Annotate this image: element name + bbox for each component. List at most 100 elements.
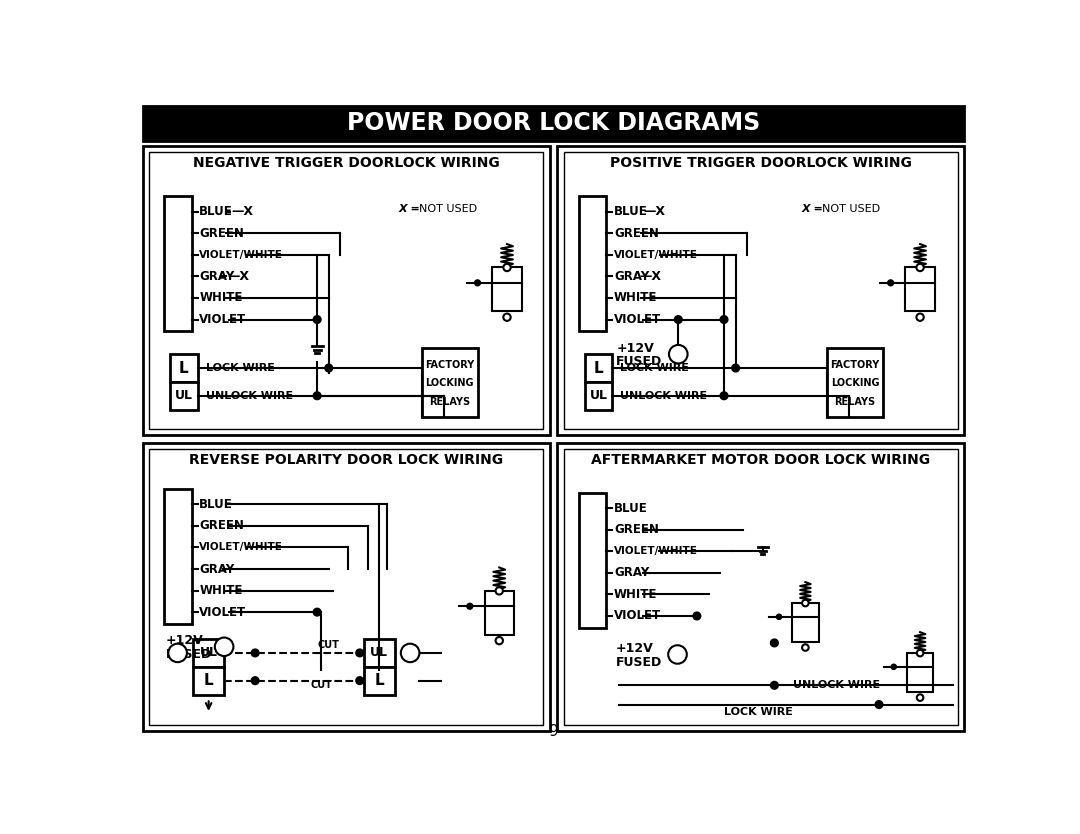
Circle shape (467, 603, 473, 609)
Text: GRAY: GRAY (200, 562, 234, 575)
Text: —X: —X (639, 270, 662, 283)
Circle shape (917, 264, 923, 271)
Text: VIOLET/WHITE: VIOLET/WHITE (200, 542, 283, 552)
Text: 9: 9 (549, 724, 558, 739)
Text: LOCKING: LOCKING (426, 379, 474, 389)
Circle shape (496, 637, 503, 645)
Text: GREEN: GREEN (613, 227, 659, 240)
Text: FACTORY: FACTORY (426, 360, 474, 370)
Circle shape (503, 314, 511, 321)
Text: RELAYS: RELAYS (835, 397, 876, 407)
Text: +12V: +12V (617, 341, 654, 354)
Bar (170, 354, 198, 382)
Text: VIOLET: VIOLET (613, 610, 661, 622)
Bar (793, 603, 819, 642)
Text: L: L (179, 360, 189, 375)
Circle shape (875, 701, 882, 708)
Bar (907, 653, 933, 692)
Bar (143, 146, 550, 435)
Text: GRAY: GRAY (613, 566, 649, 580)
Circle shape (313, 608, 321, 616)
Bar (364, 667, 394, 695)
Text: POWER DOOR LOCK DIAGRAMS: POWER DOOR LOCK DIAGRAMS (347, 111, 760, 135)
Text: —X: —X (227, 270, 249, 283)
Circle shape (917, 695, 923, 701)
Text: WHITE: WHITE (200, 584, 243, 597)
Bar (149, 153, 543, 429)
Circle shape (917, 650, 923, 656)
Text: AFTERMARKET MOTOR DOOR LOCK WIRING: AFTERMARKET MOTOR DOOR LOCK WIRING (591, 453, 930, 467)
Text: FUSED: FUSED (616, 656, 662, 669)
Text: VIOLET/WHITE: VIOLET/WHITE (613, 546, 698, 556)
Text: GREEN: GREEN (200, 227, 244, 240)
Bar (149, 449, 543, 726)
Circle shape (802, 600, 809, 606)
Text: UL: UL (175, 389, 193, 402)
Text: CUT: CUT (310, 680, 332, 690)
Text: X =: X = (399, 204, 420, 214)
Circle shape (325, 364, 333, 372)
Circle shape (252, 677, 259, 685)
Circle shape (356, 649, 364, 657)
Text: X =: X = (801, 204, 823, 214)
Bar (905, 268, 935, 311)
Bar (564, 449, 958, 726)
Circle shape (720, 316, 728, 324)
Circle shape (252, 649, 259, 657)
Text: VIOLET: VIOLET (613, 313, 661, 326)
Text: VIOLET/WHITE: VIOLET/WHITE (200, 250, 283, 260)
Text: VIOLET/WHITE: VIOLET/WHITE (613, 250, 698, 260)
Text: GRAY: GRAY (200, 270, 234, 283)
Bar (557, 146, 964, 435)
Text: REVERSE POLARITY DOOR LOCK WIRING: REVERSE POLARITY DOOR LOCK WIRING (189, 453, 503, 467)
Bar (164, 196, 191, 331)
Text: FACTORY: FACTORY (831, 360, 879, 370)
Circle shape (693, 612, 701, 620)
Circle shape (802, 645, 809, 651)
Text: LOCKING: LOCKING (831, 379, 879, 389)
Text: WHITE: WHITE (200, 291, 243, 304)
Text: BLUE: BLUE (200, 498, 233, 511)
Circle shape (669, 646, 687, 664)
Text: NOT USED: NOT USED (822, 204, 880, 214)
Text: LOCK WIRE: LOCK WIRE (725, 707, 794, 717)
Bar (164, 489, 191, 624)
Text: CUT: CUT (318, 641, 340, 651)
Text: UL: UL (200, 646, 218, 660)
Circle shape (168, 644, 187, 662)
Text: LOCK WIRE: LOCK WIRE (620, 363, 689, 373)
Circle shape (777, 614, 782, 620)
Text: POSITIVE TRIGGER DOORLOCK WIRING: POSITIVE TRIGGER DOORLOCK WIRING (610, 156, 912, 170)
Circle shape (401, 644, 419, 662)
Bar (584, 382, 612, 409)
Text: UL: UL (370, 646, 388, 660)
Text: NOT USED: NOT USED (419, 204, 476, 214)
Bar (170, 382, 198, 409)
Circle shape (313, 392, 321, 399)
Text: GREEN: GREEN (613, 523, 659, 536)
Circle shape (917, 314, 923, 321)
Bar (364, 639, 394, 667)
Circle shape (770, 639, 779, 647)
Bar (579, 493, 606, 627)
Circle shape (356, 677, 364, 685)
Circle shape (674, 316, 683, 324)
Text: RELAYS: RELAYS (429, 397, 470, 407)
Circle shape (669, 345, 688, 364)
Text: BLUE: BLUE (200, 205, 233, 219)
Bar (564, 153, 958, 429)
Circle shape (888, 280, 893, 286)
Text: FUSED: FUSED (617, 355, 662, 369)
Circle shape (474, 280, 481, 286)
Text: VIOLET: VIOLET (200, 313, 246, 326)
Text: VIOLET: VIOLET (200, 605, 246, 619)
Text: FUSED: FUSED (166, 648, 213, 661)
Text: —X: —X (232, 205, 254, 219)
Bar (827, 348, 882, 417)
Text: L: L (204, 673, 214, 688)
Bar (485, 590, 514, 635)
Text: +12V: +12V (166, 634, 204, 647)
Text: UNLOCK WIRE: UNLOCK WIRE (620, 391, 707, 401)
Bar (422, 348, 477, 417)
Text: WHITE: WHITE (613, 291, 658, 304)
